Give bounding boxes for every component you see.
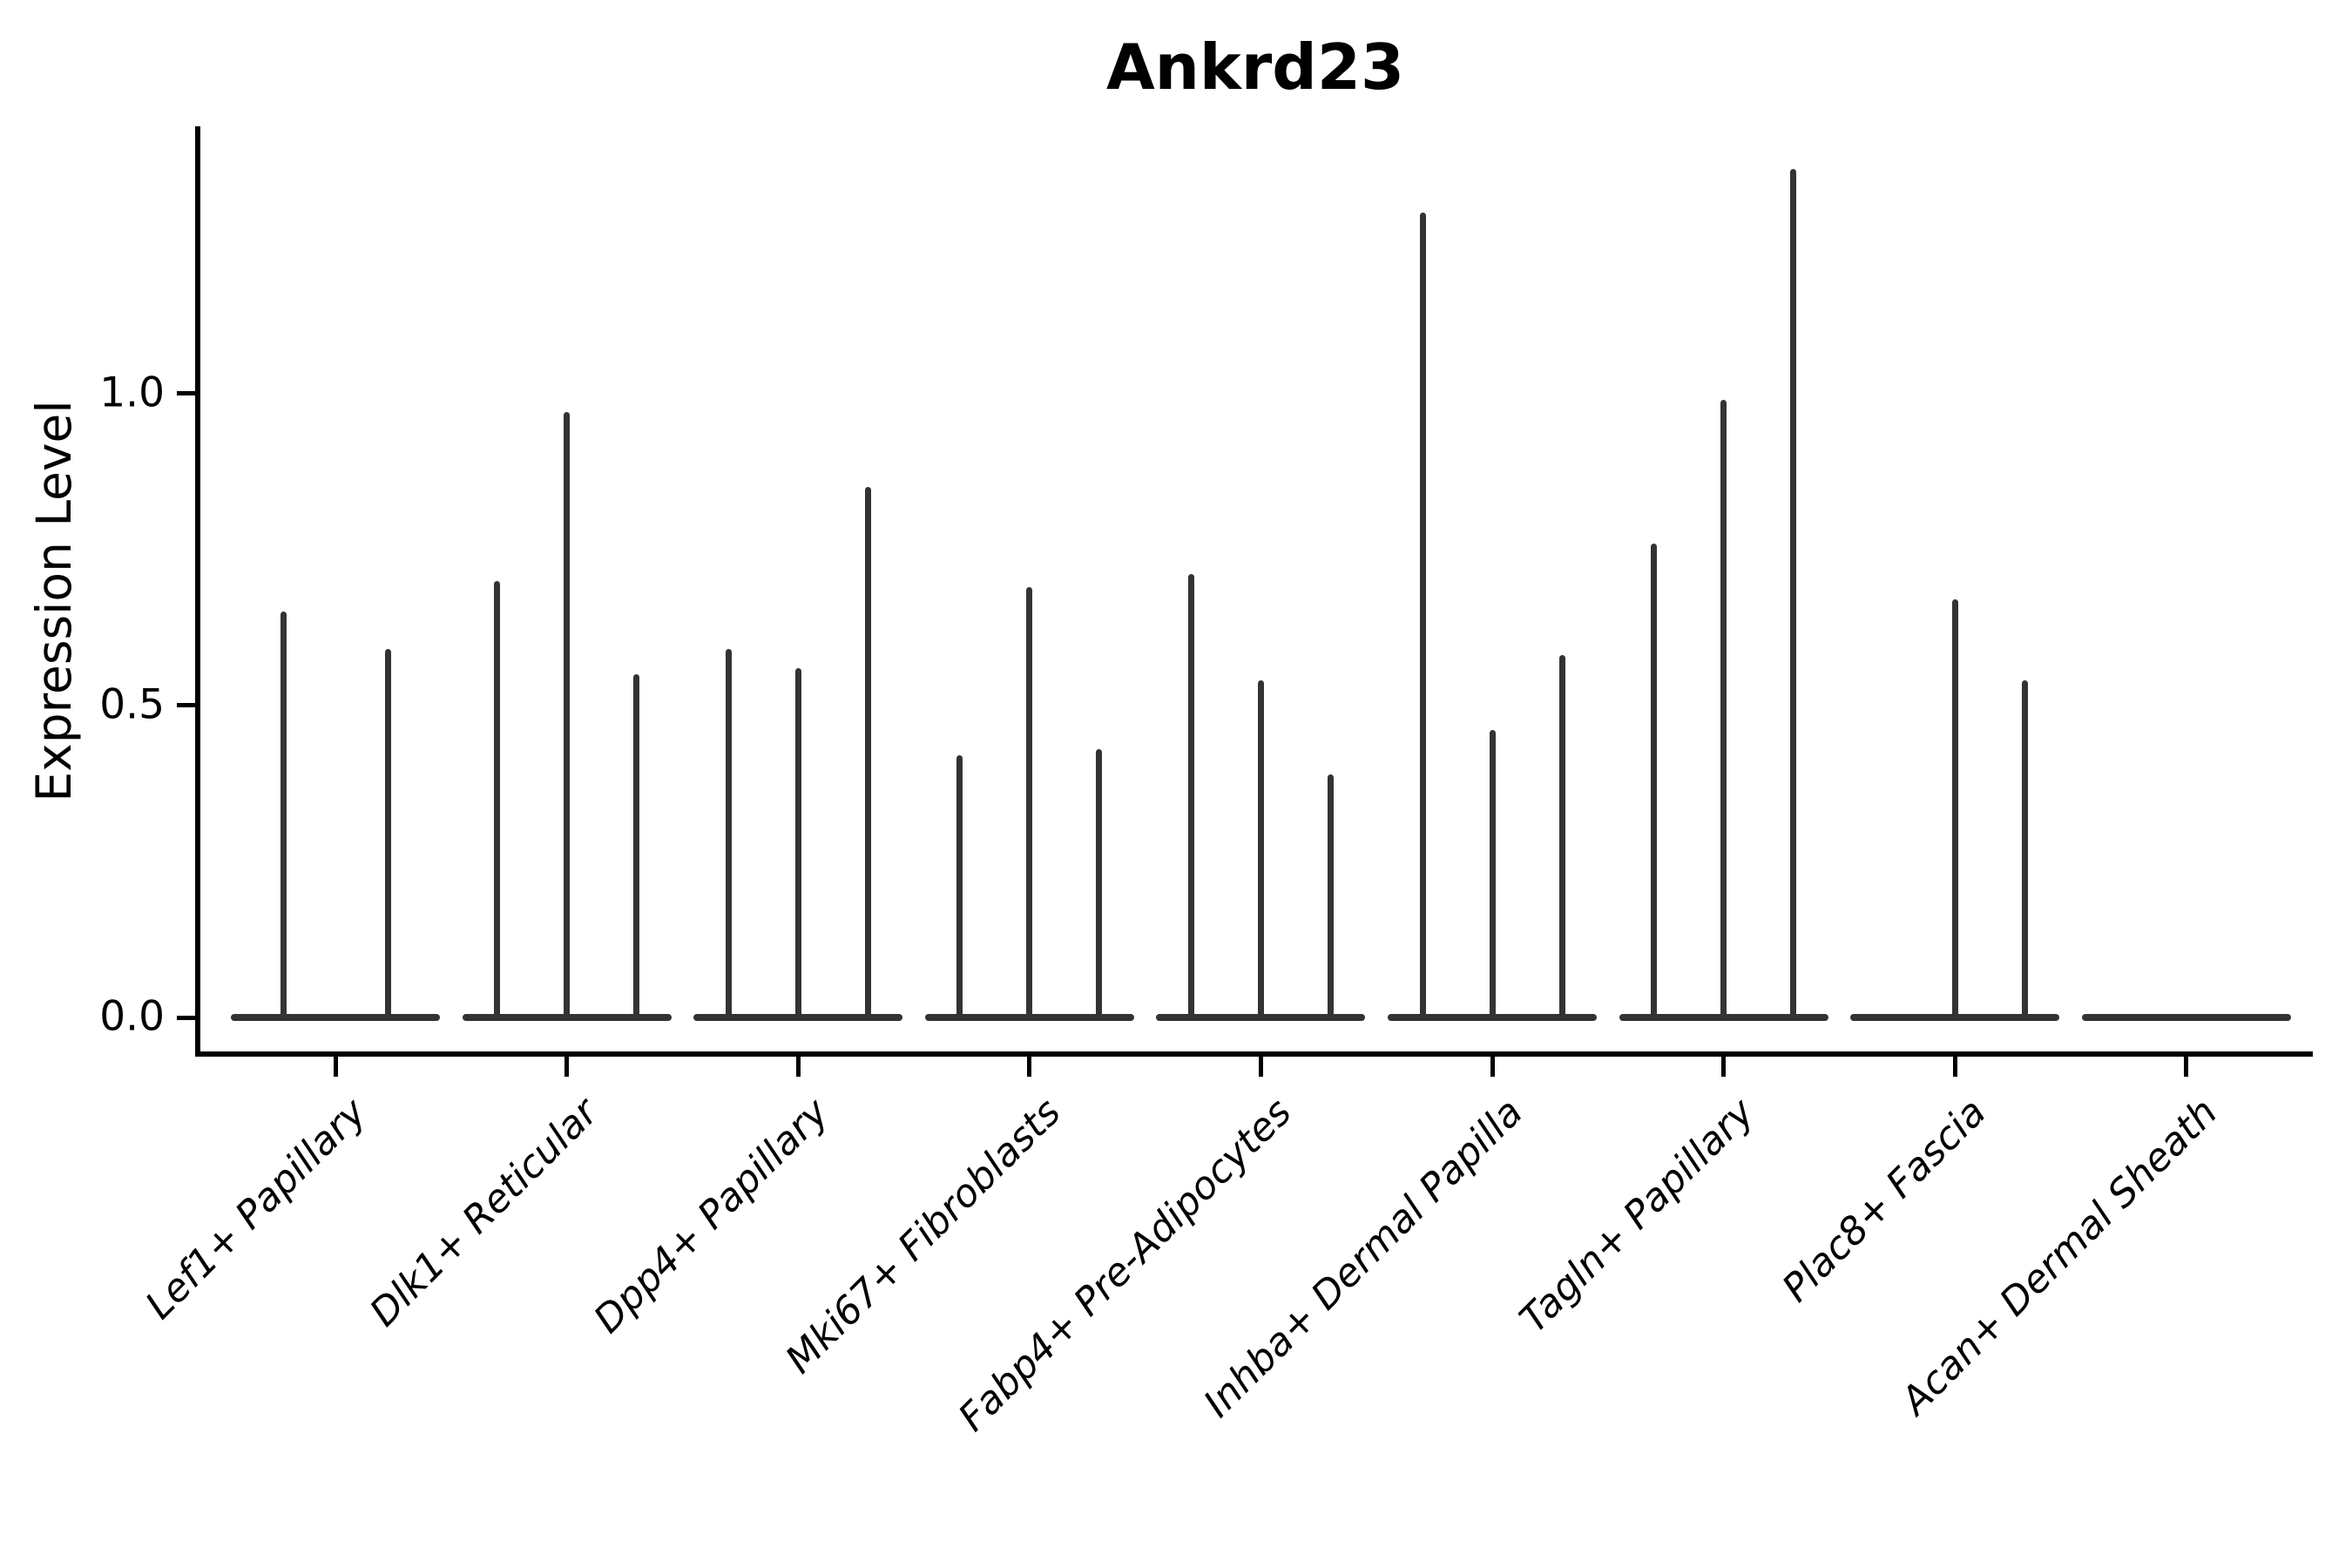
x-axis-tick: [564, 1054, 570, 1077]
violin-baseline: [693, 1014, 903, 1021]
x-tick-label: Tagln+ Papillary: [1511, 1090, 1763, 1342]
x-tick-label: Lef1+ Papillary: [137, 1090, 375, 1328]
x-axis-tick: [795, 1054, 801, 1077]
y-axis-tick: [177, 1015, 198, 1020]
violin-baseline: [462, 1014, 672, 1021]
x-axis-tick: [1952, 1054, 1957, 1077]
y-axis-label: Expression Level: [26, 400, 82, 802]
violin-spike: [1257, 680, 1264, 1017]
violin-spike: [1720, 399, 1727, 1017]
violin-spike: [384, 649, 391, 1017]
violin-spike: [564, 412, 571, 1017]
x-axis-spine: [195, 1051, 2313, 1057]
violin-spike: [1096, 748, 1103, 1017]
violin-spike: [2021, 680, 2028, 1017]
chart-title: Ankrd23: [1105, 30, 1405, 104]
violin-spike: [956, 755, 963, 1017]
x-axis-tick: [333, 1054, 338, 1077]
violin-spike: [864, 487, 871, 1017]
y-tick-label: 0.5: [99, 680, 165, 729]
x-axis-tick: [2184, 1054, 2189, 1077]
x-axis-tick: [1721, 1054, 1727, 1077]
violin-spike: [1187, 574, 1194, 1017]
violin-spike: [1558, 655, 1565, 1017]
y-axis-tick: [177, 391, 198, 396]
y-axis-spine: [195, 126, 200, 1057]
violin-baseline: [1619, 1014, 1828, 1021]
y-tick-label: 0.0: [99, 992, 165, 1041]
x-tick-label: Dlk1+ Reticular: [361, 1090, 606, 1335]
y-tick-label: 1.0: [99, 368, 165, 416]
x-tick-label: Dpp4+ Papillary: [585, 1090, 838, 1342]
violin-spike: [633, 673, 640, 1017]
violin-spike: [1489, 730, 1496, 1017]
violin-baseline: [1156, 1014, 1366, 1021]
violin-baseline: [924, 1014, 1134, 1021]
violin-spike: [1026, 586, 1033, 1017]
violin-spike: [494, 580, 501, 1017]
violin-spike: [280, 612, 287, 1017]
violin-spike: [1651, 543, 1658, 1017]
y-axis-tick: [177, 703, 198, 708]
violin-baseline: [1388, 1014, 1597, 1021]
violin-spike: [1790, 168, 1797, 1017]
x-axis-tick: [1027, 1054, 1032, 1077]
violin-spike: [725, 649, 732, 1017]
violin-spike: [1419, 212, 1426, 1017]
x-axis-tick: [1258, 1054, 1263, 1077]
violin-baseline: [231, 1014, 440, 1021]
violin-spike: [1327, 774, 1334, 1017]
x-tick-label: Plac8+ Fascia: [1774, 1090, 1995, 1311]
violin-baseline: [2081, 1014, 2291, 1021]
violin-spike: [794, 667, 801, 1017]
x-axis-tick: [1490, 1054, 1495, 1077]
violin-spike: [1951, 599, 1958, 1017]
violin-baseline: [1850, 1014, 2060, 1021]
